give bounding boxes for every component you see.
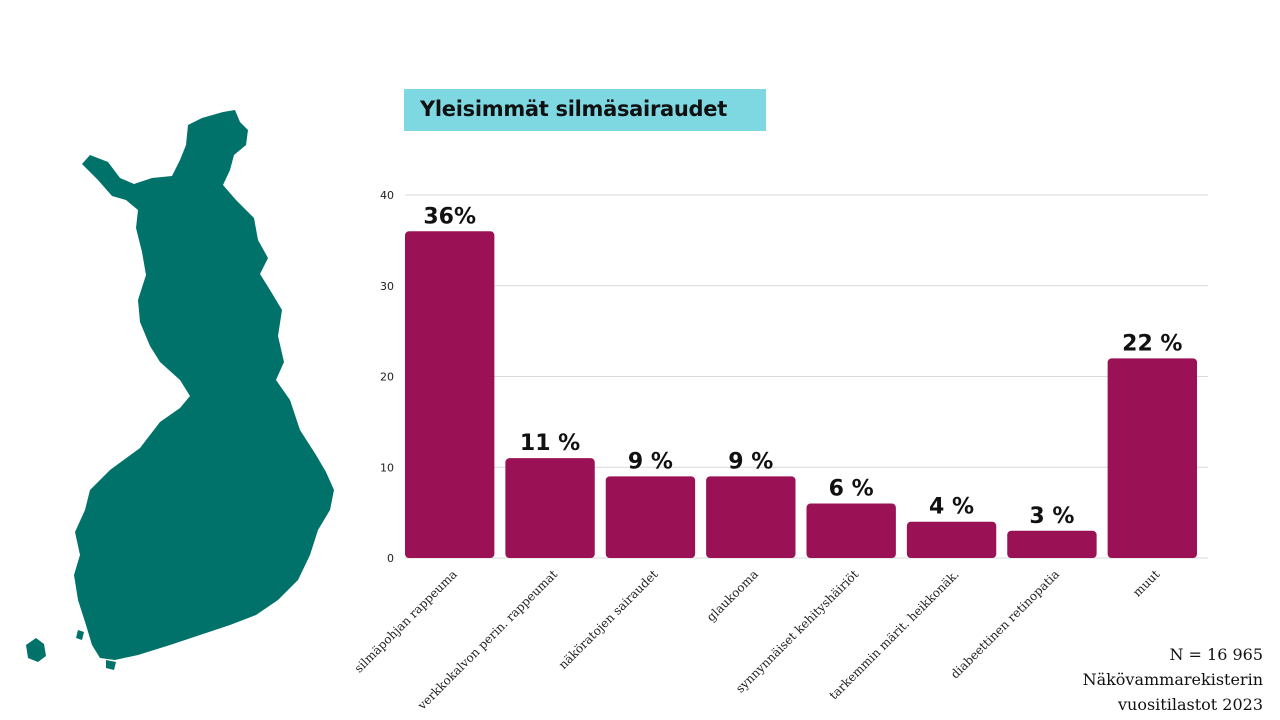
y-tick-label: 30 <box>380 280 394 293</box>
data-label: 4 % <box>929 495 974 520</box>
category-label: silmäpohjan rappeuma <box>352 567 460 675</box>
chart-title-box: Yleisimmät silmäsairaudet <box>404 89 766 131</box>
bar <box>405 231 495 559</box>
category-label: muut <box>1130 567 1162 599</box>
bar <box>1007 530 1097 558</box>
chart-title: Yleisimmät silmäsairaudet <box>420 97 727 121</box>
bar <box>906 521 997 558</box>
y-tick-label: 40 <box>380 189 394 202</box>
bar <box>706 476 796 558</box>
data-label: 9 % <box>628 449 673 474</box>
y-tick-label: 0 <box>387 552 394 565</box>
bar <box>1107 358 1197 558</box>
note-sample-size: N = 16 965 <box>1169 645 1263 664</box>
y-tick-label: 20 <box>380 371 394 384</box>
note-source-line1: Näkövammarekisterin <box>1082 670 1263 689</box>
y-tick-label: 10 <box>380 461 394 474</box>
data-label: 3 % <box>1029 504 1074 529</box>
source-note: N = 16 965 Näkövammarekisterin vuositila… <box>1083 642 1263 717</box>
data-label: 36% <box>423 204 476 229</box>
finland-map-icon <box>26 110 334 670</box>
bar <box>806 503 896 558</box>
bar <box>505 458 595 558</box>
data-label: 9 % <box>728 449 773 474</box>
bar <box>605 476 696 558</box>
data-label: 6 % <box>829 477 874 502</box>
data-label: 11 % <box>520 431 580 456</box>
category-label: glaukooma <box>704 567 761 624</box>
category-label: näköratojen sairaudet <box>556 567 661 672</box>
category-label: diabeettinen retinopatia <box>948 567 1062 681</box>
note-source-line2: vuositilastot 2023 <box>1117 695 1263 714</box>
data-label: 22 % <box>1122 331 1182 356</box>
